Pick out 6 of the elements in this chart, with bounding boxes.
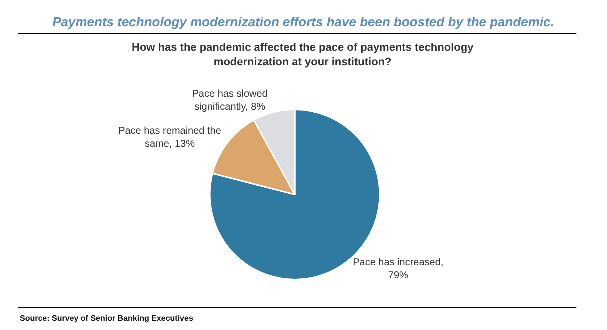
slice-label: Pace has remained the same, 13% <box>118 126 222 150</box>
chart-title: Payments technology modernization efforts have been boosted by the pandemic. <box>52 14 554 30</box>
slice-label: Pace has slowed significantly, 8% <box>192 89 268 114</box>
slice-label: Pace has increased, 79% <box>353 257 444 282</box>
source-note: Source: Survey of Senior Banking Executives <box>20 314 194 323</box>
chart-subtitle: How has the pandemic affected the pace of payments technology modernization at your institution? <box>132 42 475 68</box>
